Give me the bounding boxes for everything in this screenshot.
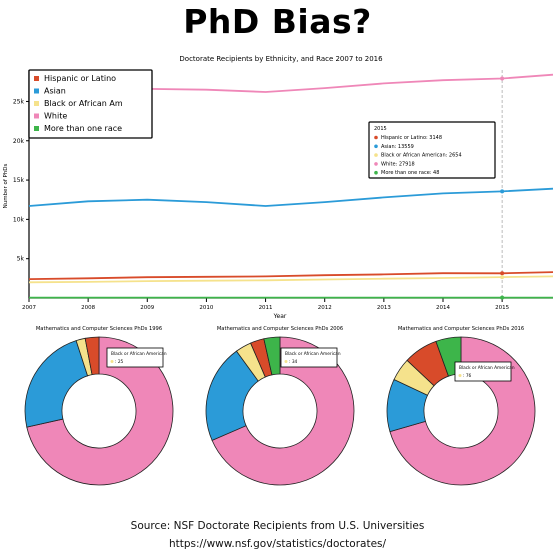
donut-tooltip-title: Black or African American (285, 351, 341, 357)
hover-markers (500, 76, 505, 300)
x-axis-label: Year (273, 313, 287, 320)
donut-tooltip-title: Black or African American (111, 351, 167, 357)
tooltip-year: 2015 (374, 126, 387, 132)
tooltip-dot (374, 144, 378, 149)
y-axis-label: Number of PhDs (3, 163, 9, 208)
legend-swatch (34, 113, 39, 119)
hover-marker (500, 189, 505, 194)
line-chart-title: Doctorate Recipients by Ethnicity, and R… (179, 55, 383, 63)
donut-tooltip: Black or African American : 34 (280, 347, 341, 368)
donut-tooltip-value: : 34 (289, 359, 298, 365)
source-url[interactable]: https://www.nsf.gov/statistics/doctorate… (168, 538, 387, 550)
tooltip-dot (374, 153, 378, 157)
donut-tooltip-title: Black or African American (459, 365, 515, 371)
legend-swatch (34, 88, 39, 94)
series-line-black-or-african-am (28, 275, 554, 284)
tooltip-dot (374, 162, 378, 166)
donut-tooltip-value: : 76 (463, 373, 472, 379)
x-tick-label: 2009 (140, 305, 154, 311)
y-tick-label: 20k (13, 138, 25, 145)
x-ticks: 2007 2008 2009 2010 2011 2012 2013 2014 2015 (22, 298, 510, 311)
tooltip-item: White: 27918 (381, 161, 415, 167)
x-tick-label: 2013 (377, 305, 391, 311)
x-tick-label: 2007 (22, 305, 36, 311)
donut-slice-white (211, 336, 355, 486)
donut-chart-3: Mathematics and Computer Sciences PhDs 2… (386, 326, 536, 486)
donut-charts: Mathematics and Computer Sciences PhDs 1… (24, 326, 536, 486)
series-line-hispanic-or-latino (28, 271, 554, 280)
donut-chart-2: Mathematics and Computer Sciences PhDs 2… (205, 326, 355, 486)
legend-swatch (34, 76, 39, 81)
donut-slice-asian (24, 340, 89, 428)
donut-chart-1: Mathematics and Computer Sciences PhDs 1… (24, 326, 174, 486)
legend-swatch (34, 126, 39, 131)
hover-marker (500, 271, 505, 276)
legend-label: Black or African Am (44, 99, 123, 108)
donut-title: Mathematics and Computer Sciences PhDs 2… (217, 326, 343, 332)
tooltip-item: More than one race: 48 (381, 170, 439, 176)
y-tick-label: 5k (17, 256, 25, 263)
donut-tooltip-value: : 25 (115, 359, 124, 365)
legend-label: White (44, 112, 67, 121)
tooltip-box (368, 121, 496, 179)
donut-slice-more-than-one-race (263, 336, 281, 376)
donut-tooltip-dot (458, 374, 462, 377)
tooltip-item: Black or African American: 2654 (381, 153, 462, 159)
x-tick-label: 2010 (199, 305, 213, 311)
hover-marker (500, 295, 505, 300)
tooltip-item: Asian: 13559 (381, 144, 414, 150)
x-tick-label: 2011 (259, 305, 273, 311)
tooltip-dot (374, 135, 378, 140)
legend-label: More than one race (44, 124, 122, 133)
donut-slice-white (26, 336, 174, 486)
donut-title: Mathematics and Computer Sciences PhDs 2… (398, 326, 524, 332)
legend-box (28, 69, 153, 139)
donut-tooltip-box (106, 347, 164, 368)
legend-label: Asian (44, 87, 66, 96)
hover-marker (500, 275, 505, 280)
line-chart: Doctorate Recipients by Ethnicity, and R… (3, 55, 554, 320)
y-ticks: 5k 10k 15k 20k 25k (13, 98, 29, 263)
x-tick-label: 2008 (81, 305, 95, 311)
y-tick-label: 15k (13, 177, 25, 184)
source-text: Source: NSF Doctorate Recipients from U.… (130, 520, 425, 532)
legend-swatch (34, 101, 39, 106)
donut-tooltip-dot (284, 360, 288, 363)
x-tick-label: 2015 (495, 305, 509, 311)
donut-tooltip: Black or African American : 25 (106, 347, 167, 368)
donut-title: Mathematics and Computer Sciences PhDs 1… (36, 326, 162, 332)
legend: Hispanic or Latino Asian Black or African … (28, 69, 153, 139)
donut-tooltip-dot (110, 360, 114, 363)
page-title: PhD Bias? (183, 2, 372, 41)
x-tick-label: 2012 (318, 305, 332, 311)
tooltip-dot (374, 170, 378, 175)
y-tick-label: 25k (13, 98, 25, 105)
line-tooltip: 2015 Hispanic or Latino: 3148 Asian: 1355… (368, 121, 496, 179)
tooltip-item: Hispanic or Latino: 3148 (381, 135, 442, 141)
donut-tooltip-box (280, 347, 338, 368)
donut-tooltip-box (454, 361, 512, 382)
x-tick-label: 2014 (436, 305, 450, 311)
donut-slice-hispanic-or-latino (84, 336, 100, 376)
donut-tooltip: Black or African American : 76 (454, 361, 515, 382)
hover-marker (500, 76, 505, 81)
legend-label: Hispanic or Latino (44, 74, 116, 83)
series-line-asian (28, 187, 554, 207)
y-tick-label: 10k (13, 216, 25, 223)
